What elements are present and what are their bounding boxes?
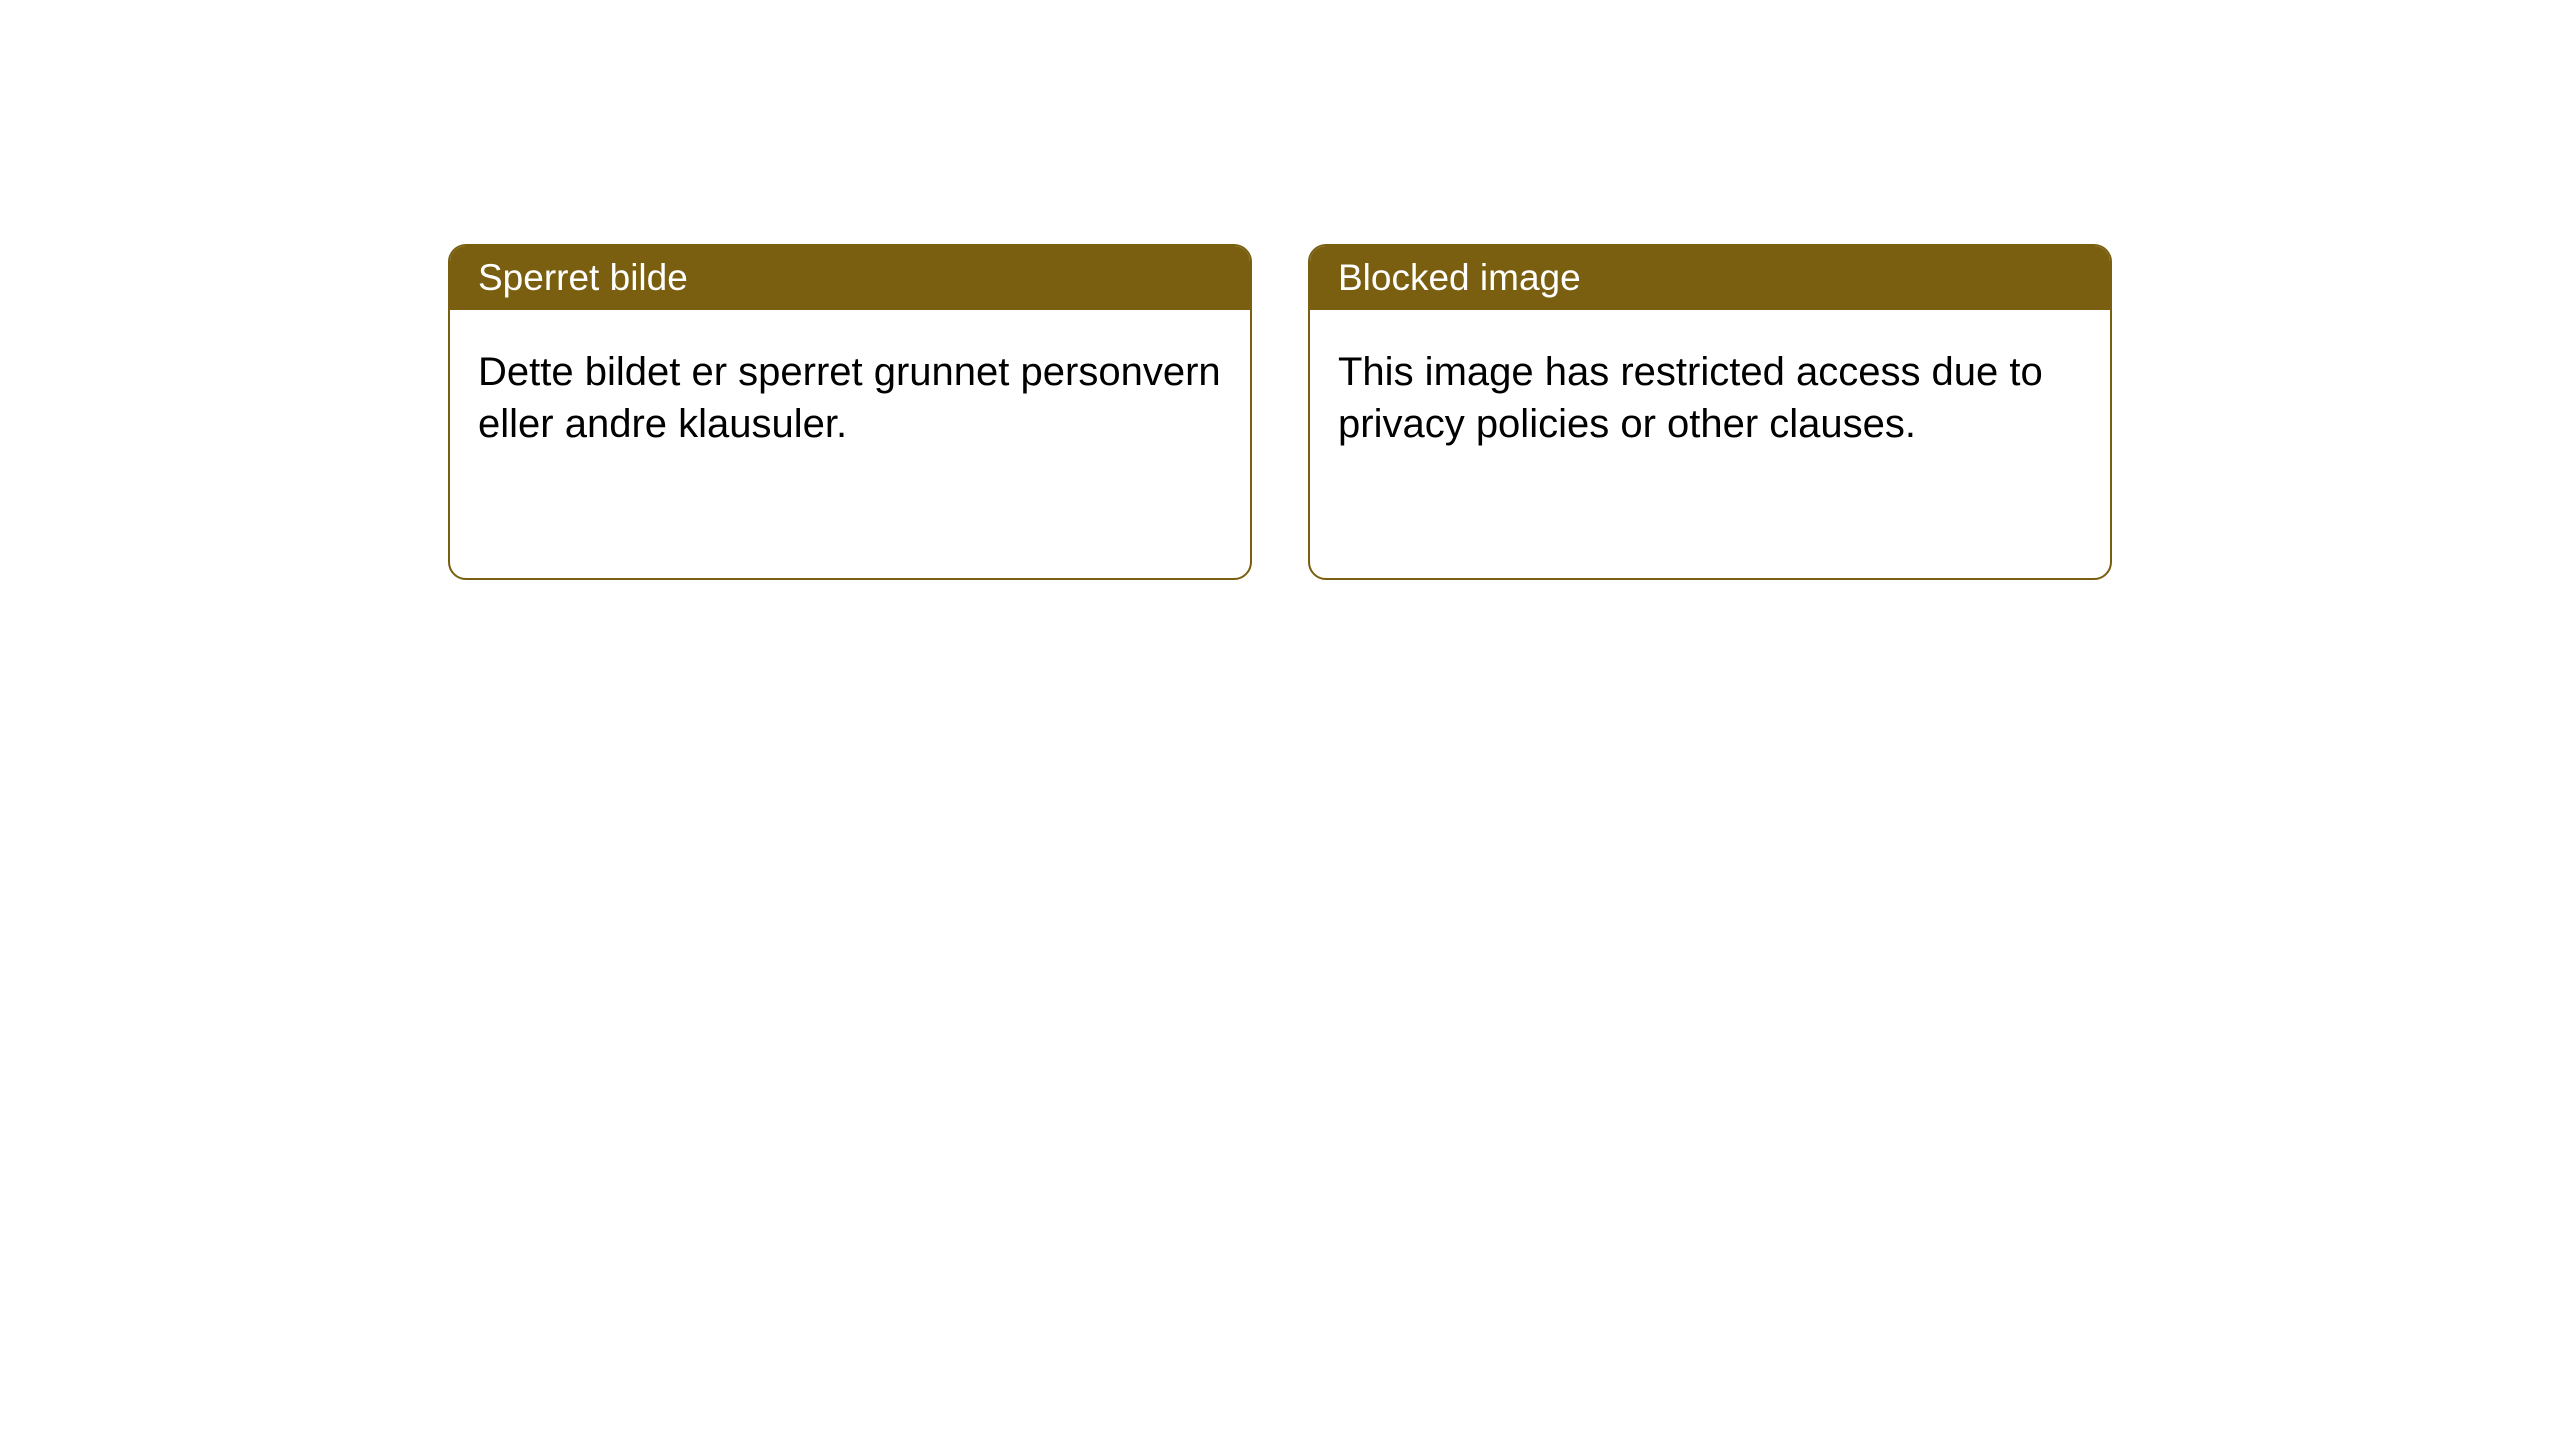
notice-card-norwegian: Sperret bilde Dette bildet er sperret gr… <box>448 244 1252 580</box>
notice-header: Sperret bilde <box>450 246 1250 310</box>
notice-container: Sperret bilde Dette bildet er sperret gr… <box>0 0 2560 580</box>
notice-header: Blocked image <box>1310 246 2110 310</box>
notice-card-english: Blocked image This image has restricted … <box>1308 244 2112 580</box>
notice-body: This image has restricted access due to … <box>1310 310 2110 486</box>
notice-body: Dette bildet er sperret grunnet personve… <box>450 310 1250 486</box>
